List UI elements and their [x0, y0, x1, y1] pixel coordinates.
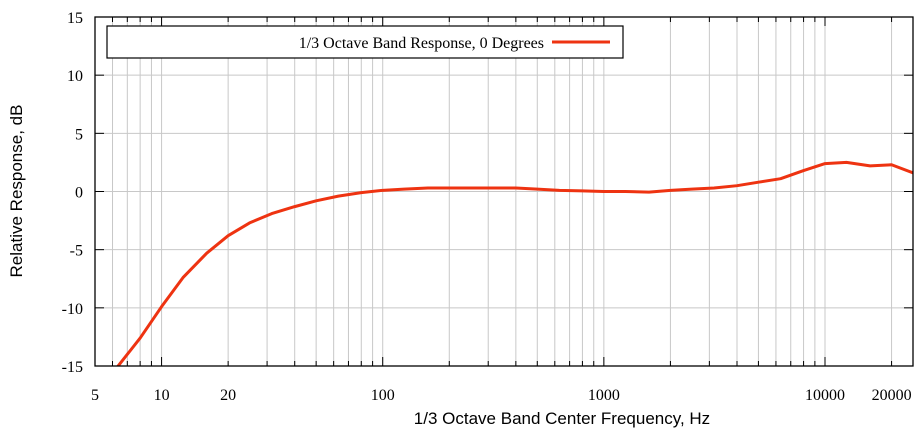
series-layer — [116, 160, 913, 366]
x-tick-label: 10 — [154, 387, 170, 404]
legend-entry-label: 1/3 Octave Band Response, 0 Degrees — [299, 35, 544, 52]
y-tick-label: 5 — [75, 126, 83, 143]
series-line — [116, 160, 913, 366]
legend-box — [106, 25, 624, 59]
axis-ticks — [94, 16, 913, 367]
x-tick-label: 5 — [91, 387, 99, 404]
tick-labels: 15 10 5 0 -5 -10 -15 5 10 20 100 1000 10000 20000 — [62, 10, 912, 404]
x-tick-label: 20000 — [872, 387, 912, 404]
y-tick-label: -10 — [62, 301, 83, 318]
x-tick-label: 20 — [220, 387, 236, 404]
y-axis-label: Relative Response, dB — [7, 105, 26, 278]
x-tick-label: 10000 — [805, 387, 845, 404]
x-axis-label: 1/3 Octave Band Center Frequency, Hz — [414, 409, 710, 428]
legend: 1/3 Octave Band Response, 0 Degrees — [106, 25, 624, 59]
x-tick-label: 100 — [371, 387, 395, 404]
y-tick-label: 10 — [67, 68, 83, 85]
x-tick-label: 1000 — [588, 387, 620, 404]
grid-lines — [94, 16, 913, 367]
y-tick-label: -5 — [70, 243, 83, 260]
y-tick-label: 0 — [75, 185, 83, 202]
y-tick-label: 15 — [67, 10, 83, 27]
plot-frame — [94, 16, 914, 367]
y-tick-label: -15 — [62, 359, 83, 376]
